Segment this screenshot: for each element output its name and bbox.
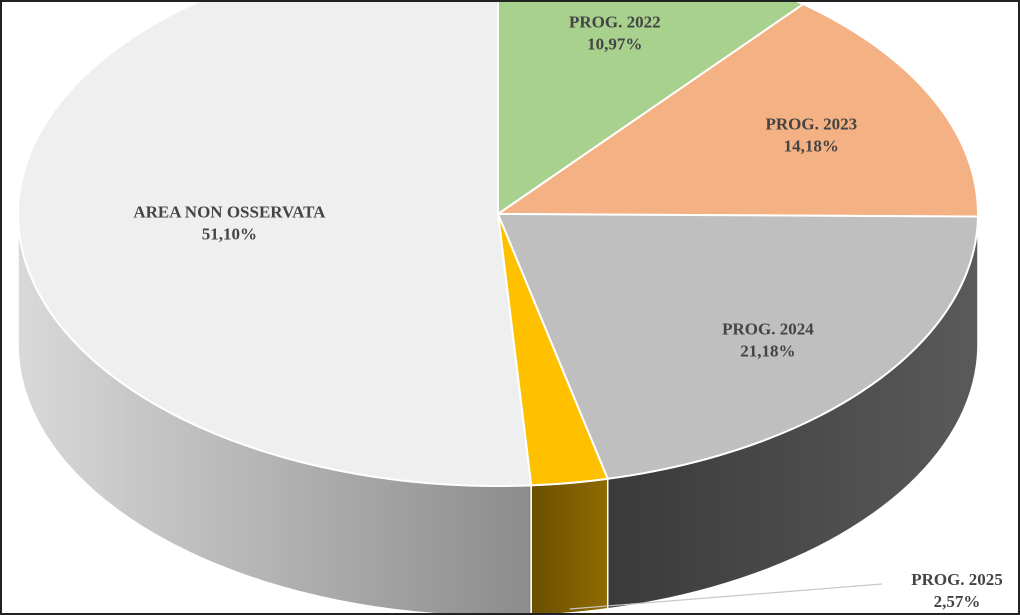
slice-prog-2023	[494, 2, 979, 218]
label-name-prog-2025: PROG. 2025	[911, 570, 1003, 589]
label-value-area-non-osservata: 51,10%	[202, 224, 257, 243]
leader-line-prog-2025	[569, 583, 883, 610]
label-name-prog-2022: PROG. 2022	[569, 13, 661, 32]
slice-area-non-osservata	[16, 2, 533, 488]
pie-slices	[16, 2, 980, 488]
slice-side-prog-2025	[530, 477, 609, 613]
slice-prog-2024	[496, 212, 980, 480]
leader-lines	[569, 583, 883, 610]
label-name-area-non-osservata: AREA NON OSSERVATA	[133, 202, 326, 221]
label-value-prog-2024: 21,18%	[740, 341, 795, 360]
label-value-prog-2023: 14,18%	[784, 136, 839, 155]
slice-prog-2025	[497, 213, 610, 487]
label-value-prog-2022: 10,97%	[587, 35, 642, 54]
label-name-prog-2023: PROG. 2023	[765, 114, 857, 133]
label-name-prog-2024: PROG. 2024	[722, 319, 814, 338]
slice-labels: PROG. 2022 10,97% PROG. 2023 14,18% PROG. 20…	[133, 13, 1002, 611]
label-value-prog-2025: 2,57%	[934, 592, 981, 611]
